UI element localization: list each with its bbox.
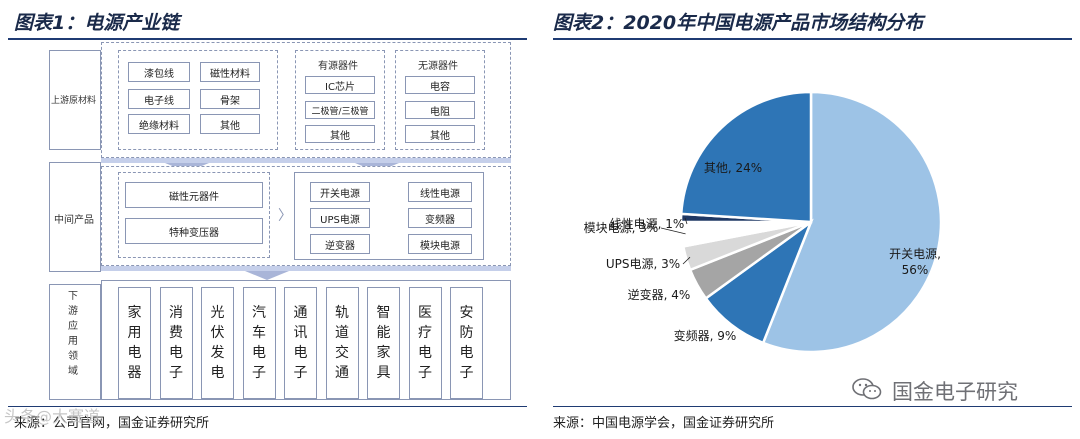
raw-material-cell: 骨架 bbox=[200, 89, 260, 109]
pie-label-5: 线性电源, 1% bbox=[610, 217, 685, 231]
upstream-label-box: 上游原材料 bbox=[49, 50, 101, 150]
wechat-icon bbox=[852, 378, 882, 400]
leader-line bbox=[660, 227, 686, 235]
title-rule bbox=[8, 38, 527, 40]
mid-right-cell: UPS电源 bbox=[310, 208, 370, 228]
mid-right-cell: 变频器 bbox=[408, 208, 472, 228]
application-cell: 安防电子 bbox=[450, 287, 483, 399]
active-device-cell: 其他 bbox=[305, 125, 375, 143]
down-arrow bbox=[245, 271, 289, 280]
figure-1-panel: 图表1：电源产业链 上游原材料 漆包线 磁性材料 电子线 骨架 绝缘材料 其他 … bbox=[0, 0, 535, 439]
raw-material-cell: 其他 bbox=[200, 114, 260, 134]
figure-2-panel: 图表2：2020年中国电源产品市场结构分布 开关电源, 56% 变频器, 9% 逆变器… bbox=[545, 0, 1080, 439]
figure-2-source: 来源：中国电源学会，国金证券研究所 bbox=[553, 416, 775, 431]
figure-1-source: 来源：公司官网，国金证券研究所 bbox=[14, 416, 210, 431]
figure-2-title: 图表2：2020年中国电源产品市场结构分布 bbox=[553, 12, 924, 34]
source-rule bbox=[8, 406, 527, 407]
active-device-cell: IC芯片 bbox=[305, 76, 375, 94]
leader-line bbox=[682, 256, 691, 265]
pie-label-0: 开关电源, bbox=[889, 247, 941, 261]
application-cell: 汽车电子 bbox=[242, 287, 276, 399]
raw-material-cell: 电子线 bbox=[128, 89, 190, 109]
leader-line bbox=[684, 217, 688, 225]
passive-device-cell: 电阻 bbox=[405, 101, 475, 119]
active-devices-group bbox=[295, 50, 385, 150]
mid-left-group bbox=[118, 172, 270, 258]
passive-device-cell: 其他 bbox=[405, 125, 475, 143]
downstream-region bbox=[101, 280, 511, 400]
watermark-text: 国金电子研究 bbox=[892, 380, 1018, 404]
application-cell: 轨道交通 bbox=[325, 287, 359, 399]
active-device-cell: 二极管/三极管 bbox=[305, 101, 375, 119]
midstream-label: 中间产品 bbox=[54, 215, 94, 226]
pie-label-4: 模块电源, 3% bbox=[584, 221, 659, 235]
raw-material-cell: 漆包线 bbox=[128, 62, 190, 82]
pie-label-2: 逆变器, 4% bbox=[628, 287, 691, 302]
figure-1-title: 图表1：电源产业链 bbox=[14, 12, 180, 34]
pie-label-3: UPS电源, 3% bbox=[606, 257, 680, 271]
passive-devices-group bbox=[395, 50, 485, 150]
watermark-left: 头条@大赛道 bbox=[4, 407, 101, 426]
passive-devices-title: 无源器件 bbox=[418, 61, 458, 72]
flow-bar bbox=[101, 158, 511, 163]
application-cell: 医疗电子 bbox=[408, 287, 442, 399]
mid-left-cell: 特种变压器 bbox=[125, 218, 263, 244]
mid-right-cell: 模块电源 bbox=[408, 234, 472, 254]
raw-material-cell: 磁性材料 bbox=[200, 62, 260, 82]
raw-materials-group bbox=[118, 50, 278, 150]
midstream-label-box: 中间产品 bbox=[49, 162, 101, 272]
pie-slice-0 bbox=[761, 90, 943, 354]
upstream-dashed-region bbox=[101, 42, 511, 158]
raw-material-cell: 绝缘材料 bbox=[128, 114, 190, 134]
source-rule bbox=[553, 406, 1072, 407]
application-cell: 消费电子 bbox=[159, 287, 193, 399]
downstream-label: 下游应用领域 bbox=[68, 291, 78, 377]
application-cell: 通讯电子 bbox=[284, 287, 317, 399]
upstream-label: 上游原材料 bbox=[51, 96, 97, 106]
mid-right-cell: 线性电源 bbox=[408, 182, 472, 202]
passive-device-cell: 电容 bbox=[405, 76, 475, 94]
pie-chart: 开关电源, 56% 变频器, 9% 逆变器, 4% UPS电源, 3% 模块电源, 3%线… bbox=[584, 90, 943, 354]
pie-slice-6 bbox=[679, 90, 813, 224]
right-arrow-icon: 〉 bbox=[278, 208, 292, 224]
title-rule bbox=[553, 38, 1072, 40]
pie-label-1: 变频器, 9% bbox=[674, 328, 737, 343]
pie-label-0: 56% bbox=[902, 263, 929, 277]
application-cell: 智能家具 bbox=[367, 287, 400, 399]
mid-right-cell: 逆变器 bbox=[310, 234, 370, 254]
application-cell: 光伏发电 bbox=[201, 287, 234, 399]
mid-left-cell: 磁性元器件 bbox=[125, 182, 263, 208]
mid-right-group bbox=[294, 172, 484, 260]
application-cell: 家用电器 bbox=[118, 287, 151, 399]
active-devices-title: 有源器件 bbox=[318, 61, 358, 72]
flow-bar bbox=[101, 266, 511, 271]
pie-label-6: 其他, 24% bbox=[704, 161, 762, 175]
mid-right-cell: 开关电源 bbox=[310, 182, 370, 202]
downstream-label-box: 下游应用领域 bbox=[49, 284, 101, 400]
